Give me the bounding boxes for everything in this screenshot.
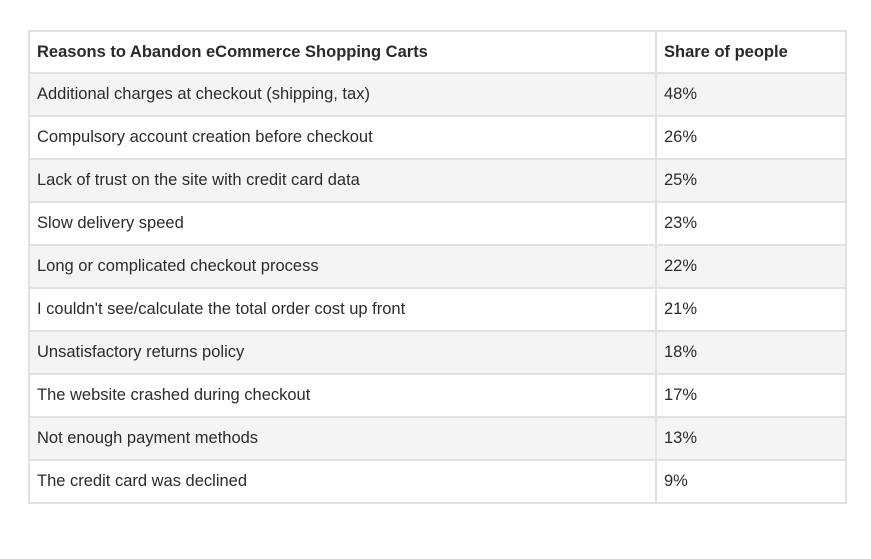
table-row: The website crashed during checkout 17% xyxy=(28,373,847,418)
table-row: Lack of trust on the site with credit ca… xyxy=(28,158,847,203)
reason-cell: The credit card was declined xyxy=(28,459,657,504)
share-cell: 48% xyxy=(655,72,847,117)
reason-cell: The website crashed during checkout xyxy=(28,373,657,418)
reason-cell: Long or complicated checkout process xyxy=(28,244,657,289)
reason-cell: Unsatisfactory returns policy xyxy=(28,330,657,375)
cart-abandonment-table: Reasons to Abandon eCommerce Shopping Ca… xyxy=(28,30,847,504)
table-row: The credit card was declined 9% xyxy=(28,459,847,504)
share-cell: 25% xyxy=(655,158,847,203)
table-row: Unsatisfactory returns policy 18% xyxy=(28,330,847,375)
reason-cell: Slow delivery speed xyxy=(28,201,657,246)
share-cell: 17% xyxy=(655,373,847,418)
header-share: Share of people xyxy=(655,30,847,74)
reason-cell: Compulsory account creation before check… xyxy=(28,115,657,160)
share-cell: 18% xyxy=(655,330,847,375)
share-cell: 23% xyxy=(655,201,847,246)
reason-cell: Not enough payment methods xyxy=(28,416,657,461)
share-cell: 22% xyxy=(655,244,847,289)
table-row: Slow delivery speed 23% xyxy=(28,201,847,246)
reason-cell: Lack of trust on the site with credit ca… xyxy=(28,158,657,203)
header-reasons: Reasons to Abandon eCommerce Shopping Ca… xyxy=(28,30,657,74)
table-row: Not enough payment methods 13% xyxy=(28,416,847,461)
table-row: I couldn't see/calculate the total order… xyxy=(28,287,847,332)
reason-cell: Additional charges at checkout (shipping… xyxy=(28,72,657,117)
share-cell: 26% xyxy=(655,115,847,160)
share-cell: 13% xyxy=(655,416,847,461)
share-cell: 9% xyxy=(655,459,847,504)
table-header-row: Reasons to Abandon eCommerce Shopping Ca… xyxy=(28,30,847,74)
table-row: Additional charges at checkout (shipping… xyxy=(28,72,847,117)
table-row: Long or complicated checkout process 22% xyxy=(28,244,847,289)
reason-cell: I couldn't see/calculate the total order… xyxy=(28,287,657,332)
share-cell: 21% xyxy=(655,287,847,332)
table-row: Compulsory account creation before check… xyxy=(28,115,847,160)
